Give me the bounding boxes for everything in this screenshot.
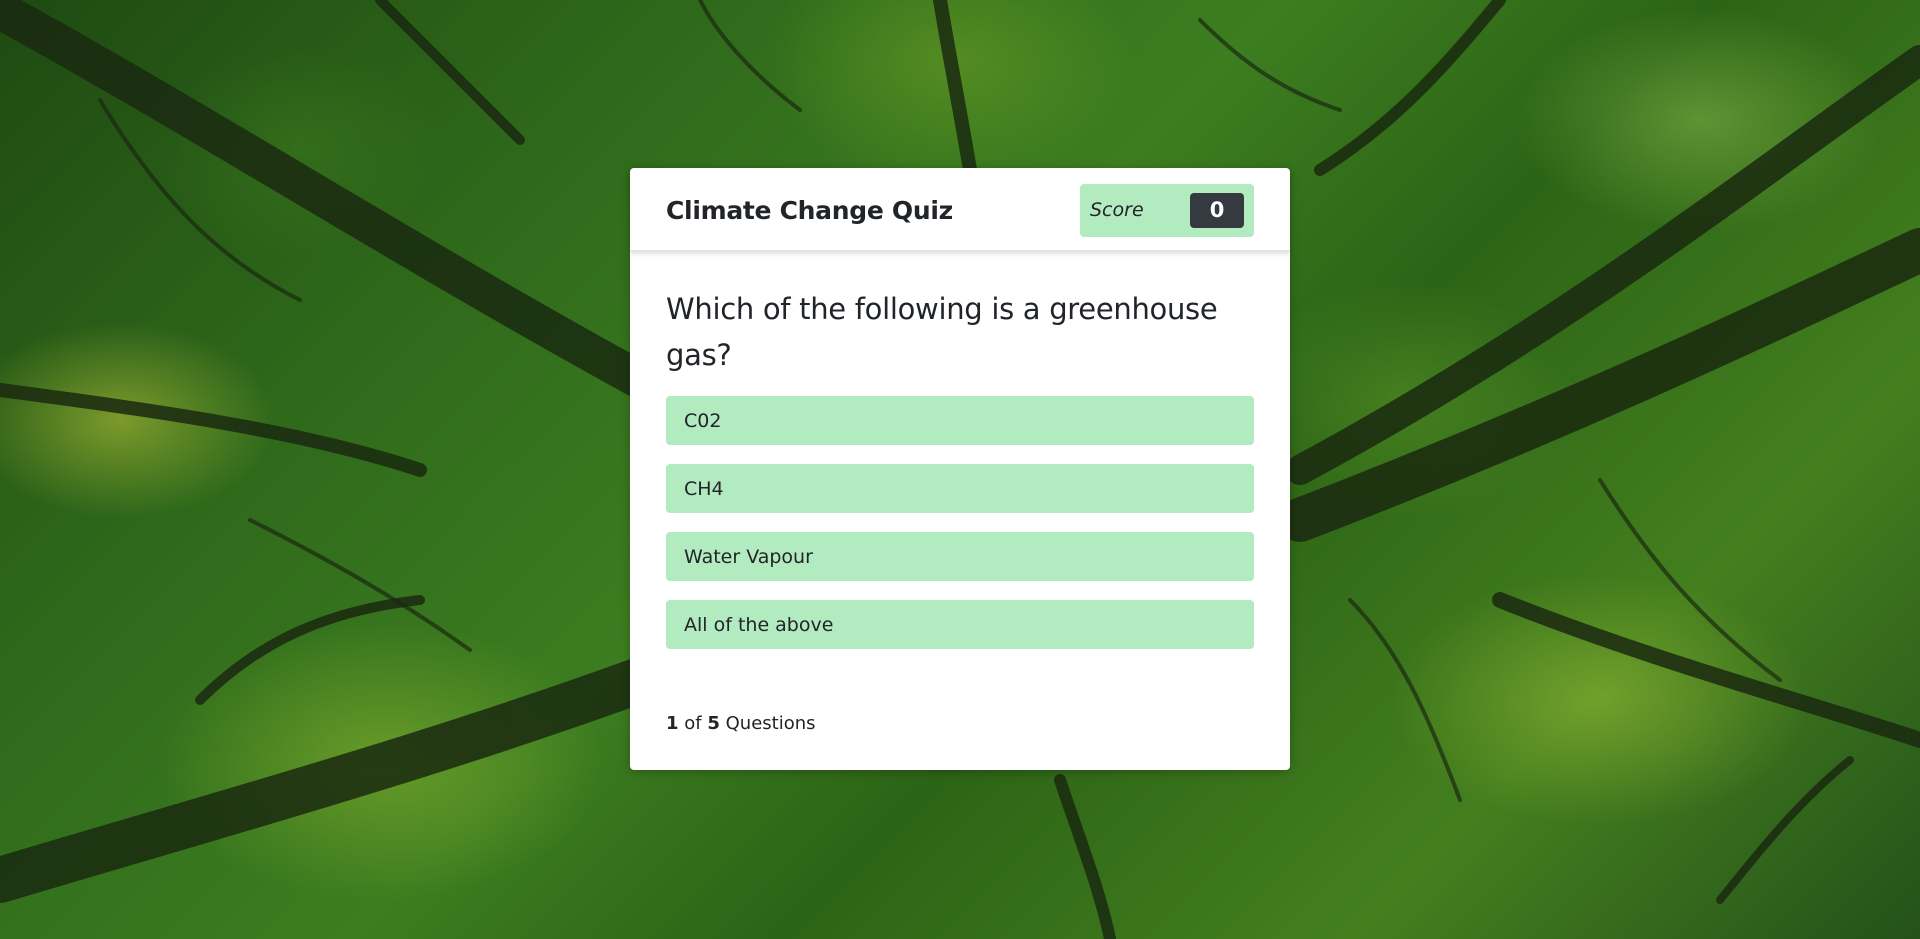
progress-current: 1 bbox=[666, 713, 679, 734]
progress-of: of bbox=[684, 713, 702, 734]
answer-options: C02 CH4 Water Vapour All of the above bbox=[666, 396, 1254, 668]
answer-option-1[interactable]: C02 bbox=[666, 396, 1254, 445]
answer-option-label: Water Vapour bbox=[684, 546, 813, 568]
answer-option-2[interactable]: CH4 bbox=[666, 464, 1254, 513]
question-text: Which of the following is a greenhouse g… bbox=[666, 292, 1218, 372]
progress-total: 5 bbox=[707, 713, 720, 734]
score-panel: Score 0 bbox=[1080, 184, 1254, 237]
quiz-title: Climate Change Quiz bbox=[666, 196, 953, 225]
score-label: Score bbox=[1090, 199, 1144, 221]
answer-option-4[interactable]: All of the above bbox=[666, 600, 1254, 649]
answer-option-label: All of the above bbox=[684, 614, 834, 636]
answer-option-label: C02 bbox=[684, 410, 722, 432]
score-value-badge: 0 bbox=[1190, 193, 1244, 228]
quiz-header: Climate Change Quiz Score 0 bbox=[630, 168, 1290, 251]
question-progress: 1 of 5 Questions bbox=[666, 713, 816, 734]
answer-option-3[interactable]: Water Vapour bbox=[666, 532, 1254, 581]
answer-option-label: CH4 bbox=[684, 478, 724, 500]
progress-suffix: Questions bbox=[725, 713, 816, 734]
quiz-card: Climate Change Quiz Score 0 Which of the… bbox=[630, 168, 1290, 770]
